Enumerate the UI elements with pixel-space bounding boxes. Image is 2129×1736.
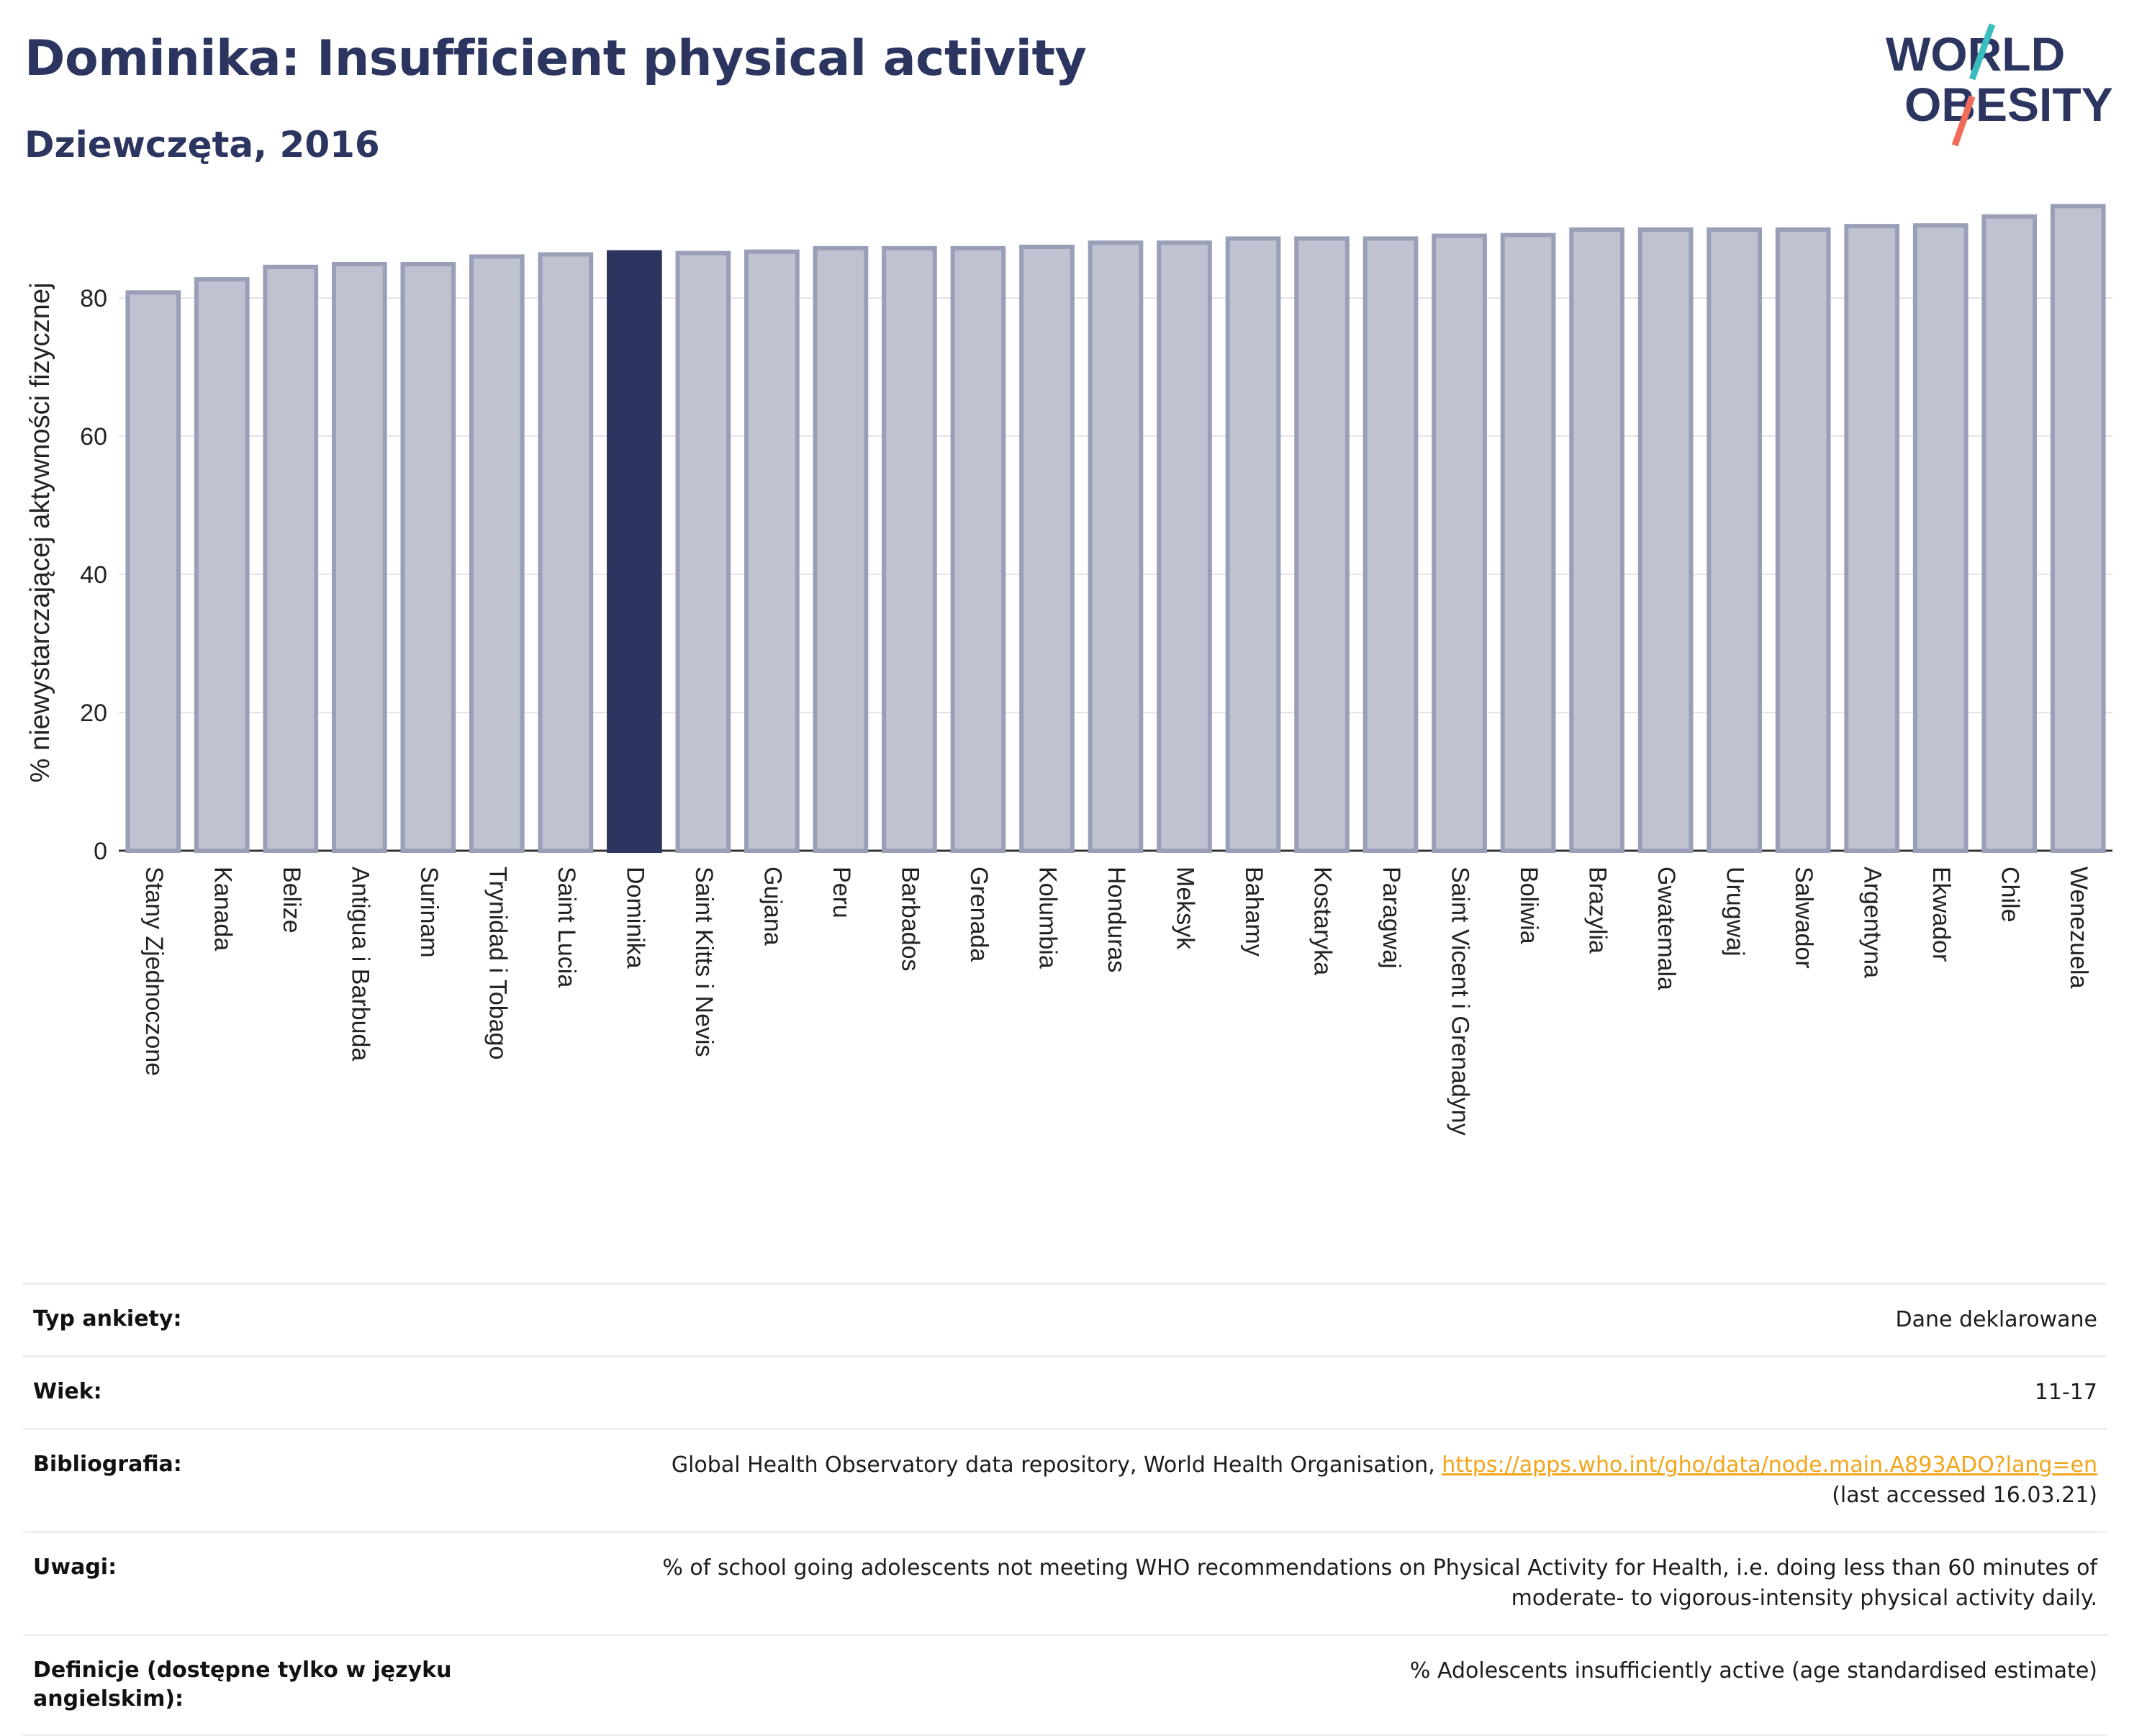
world-obesity-logo: WORLD OBESITY — [1886, 23, 2113, 147]
x-tick-label: Kanada — [209, 867, 236, 951]
info-row-age: Wiek: 11-17 — [23, 1355, 2107, 1428]
x-tick-label: Gujana — [759, 867, 786, 946]
bar-grenada — [950, 245, 1006, 853]
x-tick-label: Surinam — [415, 867, 443, 958]
x-tick-label: Antigua i Barbuda — [346, 867, 374, 1061]
bar-dominika — [607, 250, 662, 853]
bar-paragwaj — [1362, 236, 1419, 853]
bibliography-accessed: (last accessed 16.03.21) — [1832, 1483, 2097, 1508]
bar-urugwaj — [1707, 227, 1762, 853]
y-tick-label: 80 — [80, 285, 107, 312]
bar-saint-kitts-i-nevis — [675, 250, 731, 854]
info-row-survey-type: Typ ankiety: Dane deklarowane — [23, 1283, 2107, 1355]
bar-trynidad-i-tobago — [469, 254, 525, 853]
bar-stany-zjednoczone — [125, 290, 181, 853]
info-value: % of school going adolescents not meetin… — [662, 1553, 2097, 1614]
x-tick-label: Bahamy — [1240, 867, 1267, 957]
bar-chile — [1981, 214, 2038, 854]
bar-peru — [813, 245, 869, 853]
x-tick-label: Boliwia — [1515, 867, 1542, 944]
info-label: Wiek: — [33, 1379, 102, 1404]
bar-surinam — [400, 261, 456, 853]
x-tick-label: Trynidad i Tobago — [484, 867, 511, 1059]
x-tick-label: Brazylia — [1584, 867, 1612, 954]
bar-gwatemala — [1637, 227, 1694, 853]
y-axis-ticks: 0 20 40 60 80 — [80, 285, 107, 865]
bar-meksyk — [1157, 240, 1212, 853]
bar-brazylia — [1569, 227, 1624, 853]
info-value: Global Health Observatory data repositor… — [672, 1450, 2097, 1511]
y-tick-label: 40 — [80, 561, 107, 589]
bar-ekwador — [1912, 223, 1968, 853]
info-label: Typ ankiety: — [33, 1306, 182, 1332]
bar-saint-vicent-i-grenadyny — [1432, 233, 1487, 854]
bibliography-text: Global Health Observatory data repositor… — [671, 1452, 1442, 1478]
x-tick-label: Salwador — [1790, 867, 1817, 969]
info-row-notes: Uwagi: % of school going adolescents not… — [23, 1531, 2107, 1634]
notes-line2: moderate- to vigorous-intensity physical… — [1511, 1586, 2097, 1611]
x-tick-label: Urugwaj — [1722, 867, 1749, 957]
bar-boliwia — [1500, 232, 1556, 853]
bar-kanada — [194, 277, 250, 853]
info-value: Dane deklarowane — [1895, 1307, 2097, 1332]
x-tick-label: Barbados — [896, 867, 923, 972]
x-tick-label: Argentyna — [1859, 867, 1886, 978]
info-row-definitions: Definicje (dostępne tylko w języku angie… — [23, 1634, 2107, 1736]
bar-belize — [263, 264, 319, 853]
x-tick-label: Wenezuela — [2065, 867, 2092, 989]
bibliography-link[interactable]: https://apps.who.int/gho/data/node.main.… — [1442, 1452, 2097, 1478]
x-tick-label: Paragwaj — [1378, 867, 1405, 969]
y-tick-label: 20 — [80, 700, 107, 727]
info-table: Typ ankiety: Dane deklarowane Wiek: 11-1… — [23, 1283, 2107, 1736]
x-tick-label: Saint Lucia — [553, 867, 580, 987]
bar-honduras — [1088, 240, 1144, 853]
x-tick-label: Gwatemala — [1653, 867, 1680, 990]
x-tick-label: Saint Vicent i Grenadyny — [1447, 867, 1474, 1136]
bar-gujana — [744, 249, 800, 853]
info-value: % Adolescents insufficiently active (age… — [1409, 1658, 2097, 1683]
bar-saint-lucia — [538, 252, 594, 853]
bars — [125, 204, 2106, 854]
x-tick-label: Meksyk — [1172, 867, 1199, 950]
x-tick-label: Honduras — [1103, 867, 1130, 972]
bar-wenezuela — [2050, 204, 2106, 853]
x-tick-label: Belize — [278, 867, 305, 933]
info-label: Uwagi: — [33, 1555, 117, 1580]
notes-line1: % of school going adolescents not meetin… — [662, 1555, 2097, 1581]
x-tick-label: Kostaryka — [1309, 867, 1337, 975]
bar-bahamy — [1225, 236, 1281, 853]
bar-chart: 0 20 40 60 80 Stany Zjednoczone Kanada Belize A… — [25, 204, 2112, 1136]
info-label: Definicje (dostępne tylko w języku angie… — [33, 1658, 452, 1712]
x-axis-labels: Stany Zjednoczone Kanada Belize Antigua i B… — [140, 867, 2092, 1136]
info-row-bibliography: Bibliografia: Global Health Observatory … — [23, 1428, 2107, 1531]
bar-antigua-i-barbuda — [331, 261, 387, 853]
x-tick-label: Ekwador — [1927, 867, 1955, 962]
x-tick-label: Chile — [1997, 867, 2024, 922]
logo-slash-teal — [1968, 23, 1996, 81]
bar-barbados — [882, 245, 937, 853]
x-tick-label: Saint Kitts i Nevis — [690, 867, 718, 1057]
y-tick-label: 0 — [94, 838, 107, 865]
bar-kolumbia — [1019, 244, 1075, 853]
bar-salwador — [1775, 227, 1831, 853]
x-tick-label: Grenada — [965, 867, 993, 962]
chart-title: Dominika: Insufficient physical activity — [24, 30, 1087, 87]
bar-argentyna — [1844, 224, 1900, 854]
x-tick-label: Dominika — [621, 867, 648, 969]
info-value: 11-17 — [2034, 1380, 2097, 1405]
x-tick-label: Kolumbia — [1034, 867, 1061, 969]
y-axis-label: % niewystarczającej aktywności fizycznej — [25, 283, 55, 783]
chart-subtitle: Dziewczęta, 2016 — [24, 124, 380, 166]
logo-slash-coral — [1951, 95, 1976, 147]
x-tick-label: Stany Zjednoczone — [140, 867, 168, 1076]
info-label: Bibliografia: — [33, 1452, 182, 1477]
x-tick-label: Peru — [828, 867, 855, 918]
bar-kostaryka — [1294, 236, 1350, 853]
y-tick-label: 60 — [80, 423, 107, 451]
logo-line2: OBESITY — [1904, 78, 2113, 131]
